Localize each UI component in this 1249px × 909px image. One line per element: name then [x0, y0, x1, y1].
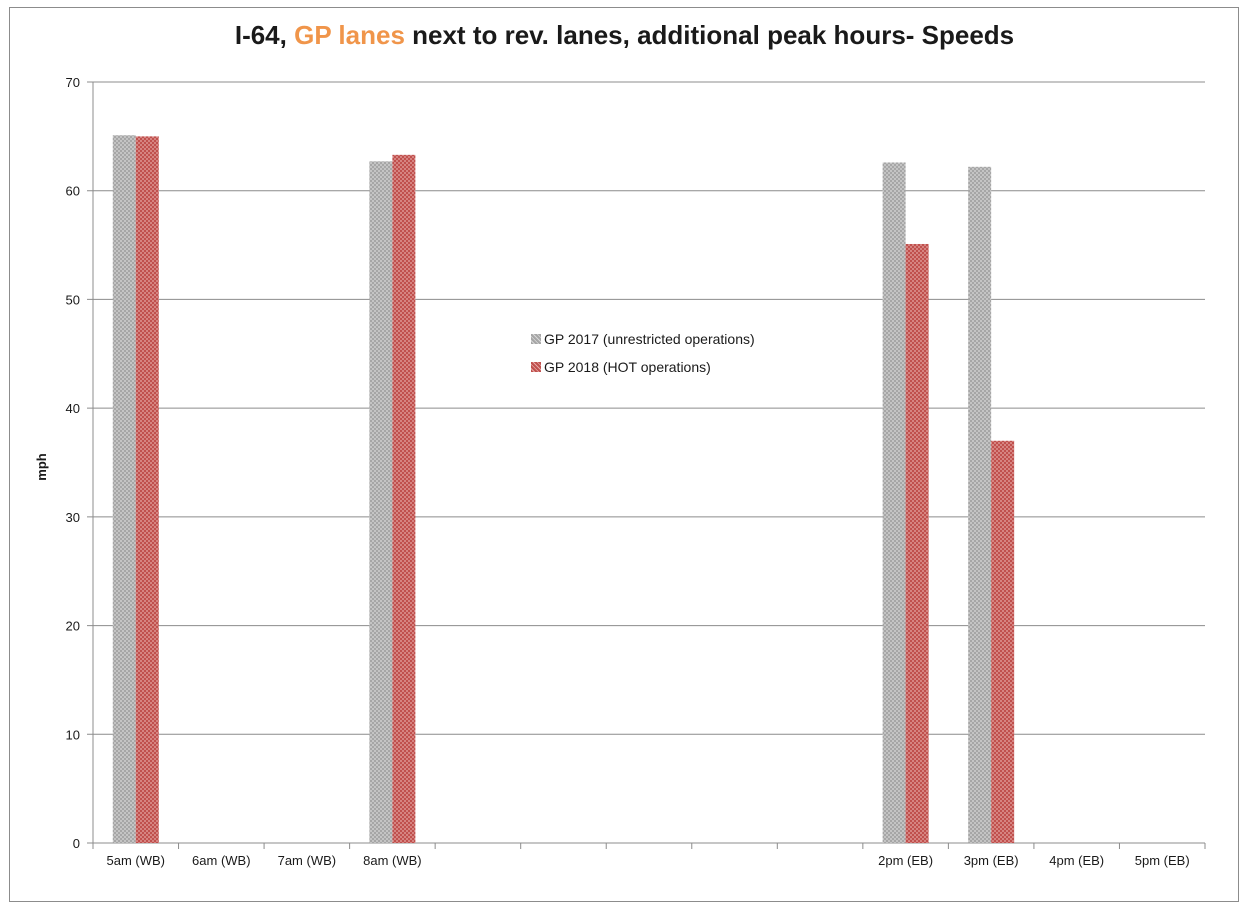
y-tick-label: 0	[73, 836, 80, 851]
y-tick-label: 20	[66, 619, 80, 634]
bar-gp-2018	[905, 243, 929, 844]
y-axis-label: mph	[34, 453, 49, 481]
legend-label-gp-2018: GP 2018 (HOT operations)	[544, 359, 711, 375]
x-tick-label: 5am (WB)	[107, 853, 166, 868]
y-tick-label: 60	[66, 184, 80, 199]
x-tick-label: 7am (WB)	[278, 853, 337, 868]
legend-swatch-red	[531, 362, 541, 372]
y-tick-label: 70	[66, 75, 80, 90]
y-tick-label: 50	[66, 292, 80, 307]
x-tick-label: 3pm (EB)	[964, 853, 1019, 868]
legend-item-gp-2017: GP 2017 (unrestricted operations)	[531, 325, 755, 353]
title-accent: GP lanes	[294, 20, 405, 50]
legend-item-gp-2018: GP 2018 (HOT operations)	[531, 353, 755, 381]
legend-swatch-gray	[531, 334, 541, 344]
bar-gp-2017	[112, 135, 136, 843]
x-tick-label: 4pm (EB)	[1049, 853, 1104, 868]
bar-gp-2018	[392, 154, 416, 844]
chart-title: I-64, GP lanes next to rev. lanes, addit…	[0, 20, 1249, 51]
legend: GP 2017 (unrestricted operations) GP 201…	[531, 325, 755, 381]
y-tick-label: 10	[66, 727, 80, 742]
y-tick-label: 30	[66, 510, 80, 525]
y-tick-label: 40	[66, 401, 80, 416]
chart-frame	[9, 7, 1239, 902]
title-prefix: I-64,	[234, 20, 295, 50]
bar-gp-2018	[135, 136, 159, 843]
x-tick-label: 6am (WB)	[192, 853, 251, 868]
bar-gp-2017	[968, 166, 992, 844]
legend-label-gp-2017: GP 2017 (unrestricted operations)	[544, 331, 755, 347]
bar-gp-2018	[991, 440, 1015, 843]
x-tick-label: 8am (WB)	[363, 853, 422, 868]
bar-gp-2017	[369, 161, 393, 843]
x-tick-label: 5pm (EB)	[1135, 853, 1190, 868]
title-suffix: next to rev. lanes, additional peak hour…	[404, 20, 1015, 50]
bar-gp-2017	[882, 162, 906, 843]
x-tick-label: 2pm (EB)	[878, 853, 933, 868]
